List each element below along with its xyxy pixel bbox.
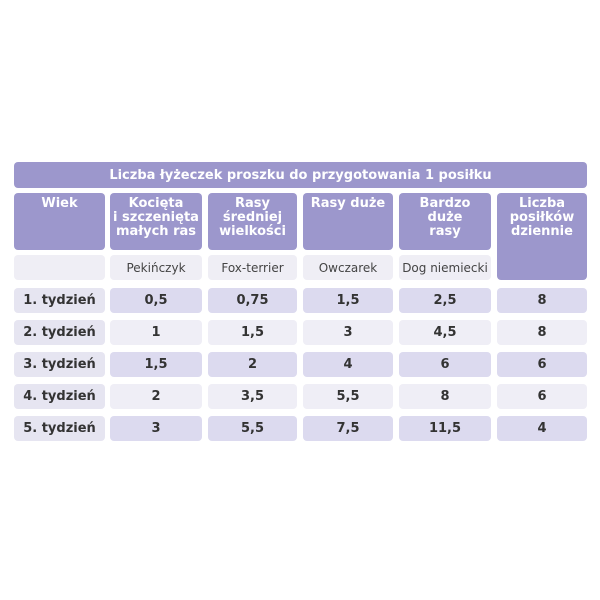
table-title: Liczba łyżeczek proszku do przygotowania… — [14, 162, 587, 188]
subheader-cell: Owczarek — [303, 255, 393, 280]
value-cell: 8 — [497, 288, 587, 313]
subheader-cell: Dog niemiecki — [399, 255, 491, 280]
value-cell: 5,5 — [303, 384, 393, 409]
value-cell: 5,5 — [208, 416, 297, 441]
header-line: posiłków — [509, 210, 575, 225]
subheader-empty — [14, 255, 105, 280]
value-cell: 1,5 — [303, 288, 393, 313]
row-label: 1. tydzień — [14, 288, 105, 313]
header-cell: Bardzo duże rasy — [399, 193, 491, 250]
header-line: Liczba — [518, 196, 566, 211]
header-cell: Liczba posiłków dziennie — [497, 193, 587, 280]
header-cell: Kocięta i szczenięta małych ras — [110, 193, 202, 250]
value-cell: 4,5 — [399, 320, 491, 345]
value-cell: 6 — [497, 384, 587, 409]
header-line: rasy — [429, 224, 461, 239]
header-line: średniej — [222, 210, 283, 225]
subheader-cell: Pekińczyk — [110, 255, 202, 280]
header-line: Wiek — [41, 196, 78, 211]
value-cell: 4 — [303, 352, 393, 377]
value-cell: 4 — [497, 416, 587, 441]
row-label: 5. tydzień — [14, 416, 105, 441]
header-line: małych ras — [115, 224, 197, 239]
value-cell: 8 — [399, 384, 491, 409]
value-cell: 8 — [497, 320, 587, 345]
header-line: Kocięta — [128, 196, 184, 211]
row-label: 2. tydzień — [14, 320, 105, 345]
value-cell: 2,5 — [399, 288, 491, 313]
value-cell: 1 — [110, 320, 202, 345]
value-cell: 1,5 — [110, 352, 202, 377]
header-line: dziennie — [511, 224, 573, 239]
value-cell: 3 — [110, 416, 202, 441]
row-label: 3. tydzień — [14, 352, 105, 377]
subheader-cell: Fox-terrier — [208, 255, 297, 280]
header-cell: Rasy duże — [303, 193, 393, 250]
value-cell: 6 — [399, 352, 491, 377]
header-line: i szczenięta — [113, 210, 199, 225]
header-line: wielkości — [219, 224, 286, 239]
header-line: Rasy — [235, 196, 270, 211]
header-line: Bardzo — [419, 196, 471, 211]
value-cell: 2 — [208, 352, 297, 377]
value-cell: 3,5 — [208, 384, 297, 409]
header-cell: Wiek — [14, 193, 105, 250]
value-cell: 2 — [110, 384, 202, 409]
header-cell: Rasy średniej wielkości — [208, 193, 297, 250]
row-label: 4. tydzień — [14, 384, 105, 409]
value-cell: 7,5 — [303, 416, 393, 441]
value-cell: 1,5 — [208, 320, 297, 345]
value-cell: 0,75 — [208, 288, 297, 313]
value-cell: 3 — [303, 320, 393, 345]
value-cell: 11,5 — [399, 416, 491, 441]
value-cell: 0,5 — [110, 288, 202, 313]
value-cell: 6 — [497, 352, 587, 377]
header-line: Rasy duże — [310, 196, 386, 211]
header-line: duże — [427, 210, 463, 225]
